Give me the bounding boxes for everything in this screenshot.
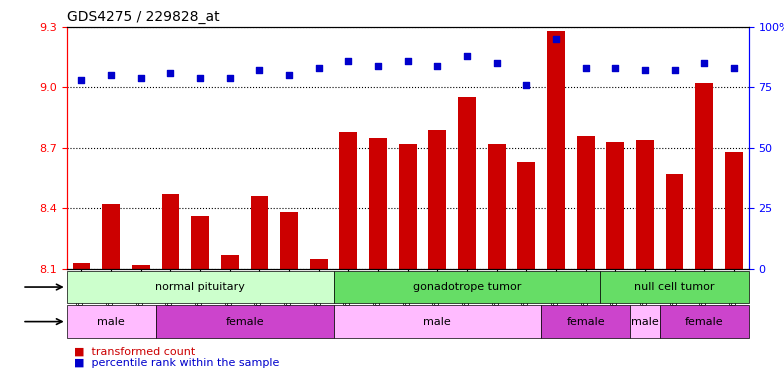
Text: ■  transformed count: ■ transformed count xyxy=(74,346,196,356)
Bar xyxy=(251,196,268,269)
Bar xyxy=(191,217,209,269)
Bar xyxy=(132,265,150,269)
Point xyxy=(550,36,562,42)
Bar xyxy=(310,259,328,269)
Point xyxy=(164,70,176,76)
Point xyxy=(135,74,147,81)
Bar xyxy=(630,305,660,338)
Point xyxy=(490,60,503,66)
Text: gonadotrope tumor: gonadotrope tumor xyxy=(413,282,521,292)
Bar xyxy=(458,98,476,269)
Point xyxy=(75,77,88,83)
Text: male: male xyxy=(97,316,125,327)
Bar xyxy=(399,144,416,269)
Bar xyxy=(67,305,155,338)
Text: female: female xyxy=(685,316,724,327)
Text: ■  percentile rank within the sample: ■ percentile rank within the sample xyxy=(74,358,280,368)
Point xyxy=(283,72,296,78)
Point xyxy=(520,82,532,88)
Bar xyxy=(601,271,749,303)
Point xyxy=(579,65,592,71)
Text: GDS4275 / 229828_at: GDS4275 / 229828_at xyxy=(67,10,220,25)
Point xyxy=(639,67,652,73)
Bar xyxy=(725,152,742,269)
Text: female: female xyxy=(225,316,264,327)
Point xyxy=(372,63,384,69)
Point xyxy=(698,60,710,66)
Bar xyxy=(660,305,749,338)
Text: male: male xyxy=(423,316,452,327)
Bar xyxy=(636,140,654,269)
Point xyxy=(313,65,325,71)
Bar xyxy=(333,305,541,338)
Text: null cell tumor: null cell tumor xyxy=(634,282,715,292)
Bar xyxy=(67,271,333,303)
Bar xyxy=(280,212,298,269)
Text: female: female xyxy=(566,316,605,327)
Bar xyxy=(517,162,535,269)
Bar xyxy=(339,132,358,269)
Bar xyxy=(162,194,180,269)
Bar xyxy=(541,305,630,338)
Bar xyxy=(666,174,684,269)
Bar xyxy=(73,263,90,269)
Bar xyxy=(333,271,601,303)
Point xyxy=(431,63,444,69)
Bar xyxy=(488,144,506,269)
Point xyxy=(105,72,118,78)
Bar xyxy=(428,130,446,269)
Bar xyxy=(369,138,387,269)
Bar xyxy=(695,83,713,269)
Bar xyxy=(155,305,333,338)
Point xyxy=(461,53,474,59)
Bar xyxy=(606,142,624,269)
Text: male: male xyxy=(631,316,659,327)
Text: normal pituitary: normal pituitary xyxy=(155,282,245,292)
Point xyxy=(609,65,622,71)
Bar xyxy=(102,204,120,269)
Point xyxy=(194,74,206,81)
Point xyxy=(728,65,740,71)
Point xyxy=(668,67,681,73)
Point xyxy=(401,58,414,64)
Point xyxy=(253,67,266,73)
Point xyxy=(342,58,354,64)
Bar xyxy=(547,31,564,269)
Point xyxy=(223,74,236,81)
Bar xyxy=(577,136,594,269)
Bar xyxy=(221,255,238,269)
